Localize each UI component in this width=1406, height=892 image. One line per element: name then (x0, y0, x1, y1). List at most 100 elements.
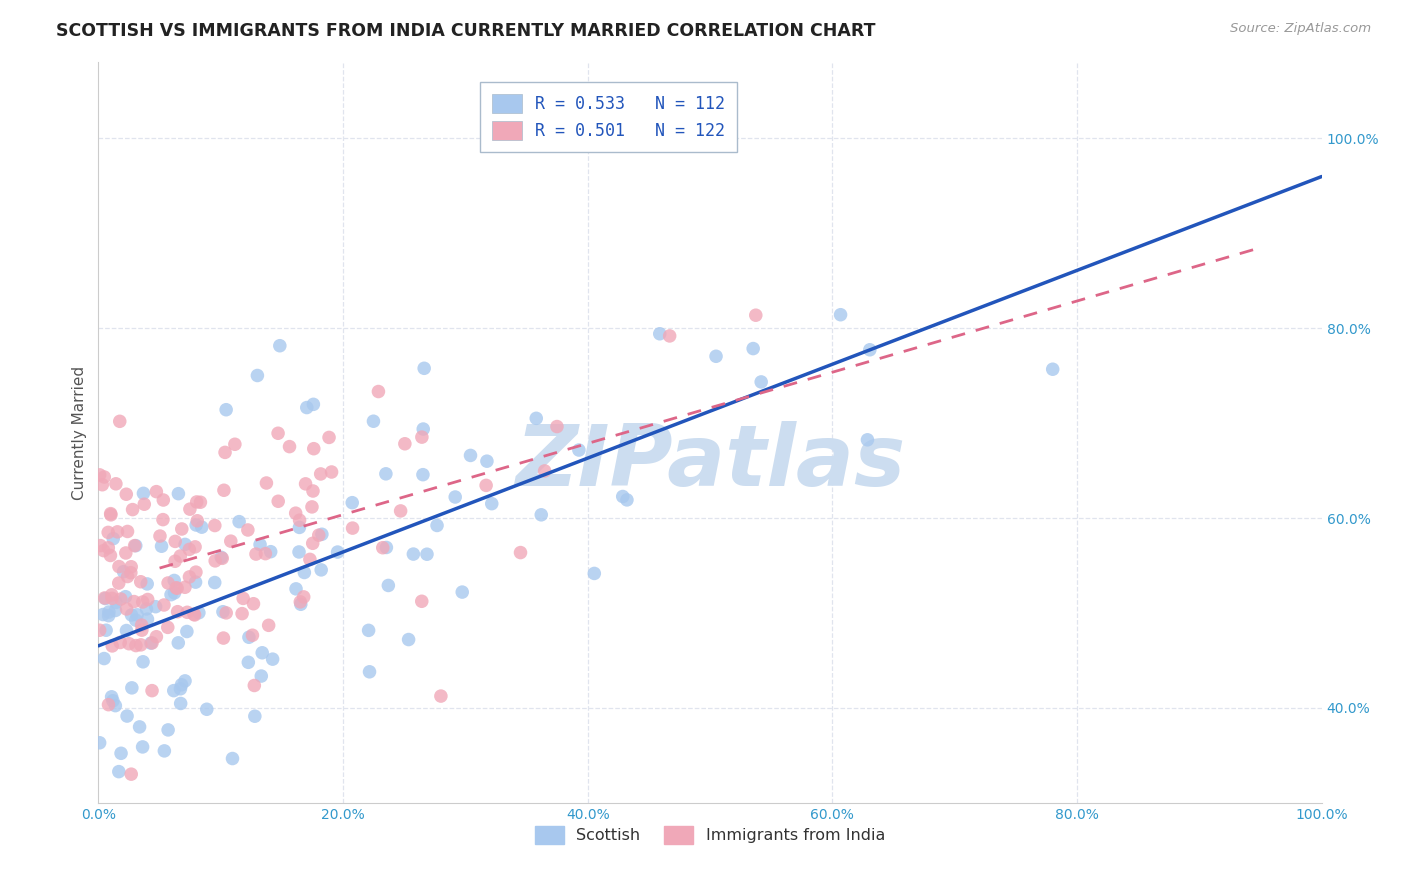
Point (170, 678, 193, 692)
Point (174, 537, 197, 551)
Point (183, 607, 205, 622)
Point (110, 635, 132, 649)
Point (184, 575, 207, 590)
Point (413, 361, 436, 376)
Point (94, 591, 117, 606)
Point (856, 433, 879, 447)
Point (243, 678, 266, 692)
Point (97, 541, 120, 555)
Point (110, 592, 132, 607)
Point (121, 502, 143, 516)
Point (89, 624, 111, 638)
Point (183, 607, 205, 622)
Point (114, 590, 136, 604)
Point (184, 540, 207, 554)
Point (169, 549, 191, 563)
Point (121, 607, 143, 622)
Point (127, 607, 149, 622)
Point (859, 343, 882, 357)
Text: Source: ZipAtlas.com: Source: ZipAtlas.com (1230, 22, 1371, 36)
Point (125, 539, 148, 553)
Point (129, 638, 152, 652)
Point (165, 554, 187, 568)
Point (150, 539, 173, 553)
Point (215, 402, 238, 417)
Point (110, 746, 132, 760)
Point (294, 476, 316, 491)
Point (269, 339, 291, 353)
Point (533, 464, 555, 478)
Point (166, 581, 188, 595)
Point (114, 546, 136, 560)
Point (91, 607, 114, 622)
Point (475, 478, 498, 492)
Point (157, 576, 180, 591)
Point (169, 697, 191, 711)
Point (243, 709, 266, 723)
Point (267, 426, 290, 441)
Point (288, 545, 311, 559)
Point (481, 497, 503, 511)
Point (105, 595, 128, 609)
Point (104, 698, 127, 713)
Point (157, 723, 180, 737)
Point (288, 513, 311, 527)
Point (742, 342, 765, 356)
Point (416, 547, 439, 561)
Point (219, 534, 242, 549)
Point (89, 467, 111, 482)
Point (245, 547, 267, 561)
Point (124, 539, 146, 553)
Point (232, 591, 254, 606)
Point (174, 580, 197, 594)
Point (136, 577, 159, 591)
Point (359, 665, 381, 679)
Point (318, 430, 340, 444)
Point (302, 483, 325, 498)
Point (363, 414, 385, 428)
Point (89, 736, 111, 750)
Point (100, 549, 122, 563)
Point (176, 605, 198, 619)
Point (257, 618, 280, 632)
Point (215, 606, 238, 620)
Point (509, 545, 531, 559)
Point (254, 475, 277, 490)
Point (242, 597, 264, 611)
Point (132, 655, 155, 669)
Point (101, 591, 124, 606)
Point (179, 570, 201, 584)
Point (231, 607, 253, 621)
Point (115, 709, 138, 723)
Point (160, 588, 183, 602)
Point (141, 636, 163, 650)
Point (704, 349, 727, 363)
Point (426, 518, 449, 533)
Point (214, 445, 236, 459)
Point (93, 591, 115, 605)
Point (115, 624, 138, 638)
Point (228, 515, 250, 529)
Point (292, 566, 315, 580)
Point (250, 669, 273, 683)
Point (190, 495, 212, 509)
Point (91, 477, 114, 491)
Point (107, 576, 129, 591)
Point (97, 525, 120, 540)
Point (389, 504, 412, 518)
Point (460, 449, 482, 463)
Point (89, 539, 111, 553)
Point (451, 585, 474, 599)
Point (648, 326, 671, 341)
Y-axis label: Currently Married: Currently Married (72, 366, 87, 500)
Point (120, 559, 142, 574)
Point (141, 683, 163, 698)
Point (250, 646, 273, 660)
Point (311, 527, 333, 541)
Point (167, 486, 190, 500)
Point (179, 502, 201, 516)
Point (212, 605, 235, 619)
Point (97, 605, 120, 619)
Point (260, 544, 283, 558)
Point (249, 537, 271, 551)
